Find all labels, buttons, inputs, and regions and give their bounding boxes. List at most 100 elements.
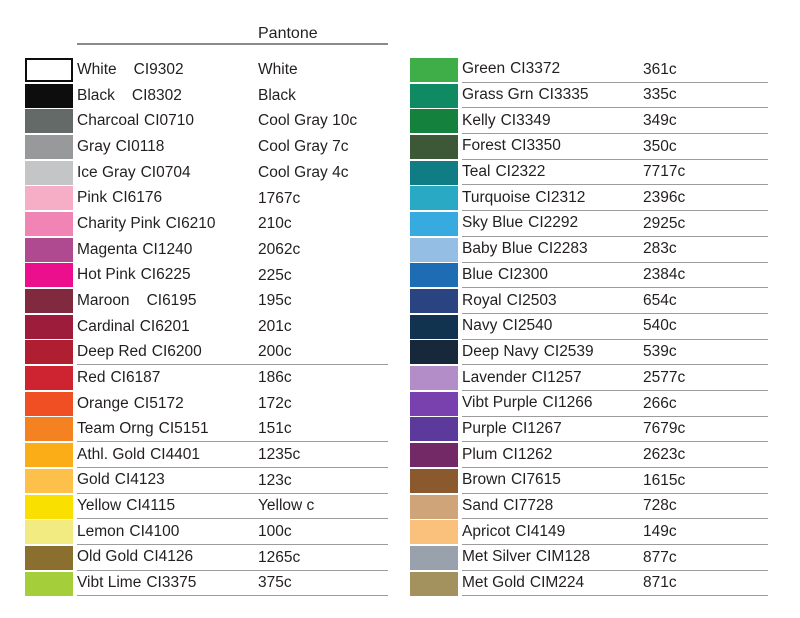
pantone-value: 728c [643, 497, 677, 515]
color-row-text: Turquoise CI2312 2396c [462, 185, 768, 212]
pantone-value: 654c [643, 291, 677, 309]
color-row: Blue CI2300 2384c [410, 263, 768, 289]
color-swatch [410, 571, 458, 596]
color-row: Green CI3372 361c [410, 57, 768, 83]
color-swatch [410, 211, 458, 236]
pantone-value: 871c [643, 574, 677, 592]
color-row: Lavender CI1257 2577c [410, 365, 768, 391]
color-name: Kelly [462, 111, 496, 129]
color-row-text: Grass Grn CI3335 335c [462, 83, 768, 109]
color-swatch [410, 494, 458, 519]
color-name-code: Plum CI1262 [462, 446, 643, 464]
color-ci-code: CI2283 [537, 240, 588, 258]
color-swatch [25, 417, 73, 442]
pantone-header-row: Pantone [25, 22, 388, 45]
color-name: Purple [462, 419, 507, 437]
color-row-text: Vibt Lime CI3375 375c [77, 571, 388, 597]
color-name-code: Team Orng CI5151 [77, 420, 258, 438]
color-swatch [25, 468, 73, 493]
color-swatch [25, 211, 73, 236]
color-swatch [25, 314, 73, 339]
color-row-text: Deep Navy CI2539 539c [462, 340, 768, 366]
color-row: Purple CI1267 7679c [410, 417, 768, 443]
color-ci-code: CI6195 [146, 292, 197, 310]
color-row: White CI9302 White [25, 57, 388, 83]
color-row-text: Met Gold CIM224 871c [462, 571, 768, 597]
color-row-text: Forest CI3350 350c [462, 134, 768, 160]
color-swatch [410, 340, 458, 365]
color-ci-code: CI2503 [506, 291, 557, 309]
color-row-text: Lemon CI4100 100c [77, 519, 388, 546]
color-ci-code: CI1267 [511, 419, 562, 437]
color-row-text: Green CI3372 361c [462, 57, 768, 83]
color-ci-code: CI2539 [543, 342, 594, 360]
color-row-text: Apricot CI4149 149c [462, 519, 768, 546]
pantone-value: Yellow c [258, 497, 315, 515]
color-ci-code: CI7728 [503, 497, 554, 515]
color-name: Magenta [77, 240, 138, 258]
color-ci-code: CI2292 [528, 214, 579, 232]
color-ci-code: CI0710 [144, 112, 195, 130]
color-swatch [25, 134, 73, 159]
pantone-value: Cool Gray 7c [258, 138, 349, 156]
color-ci-code: CI4100 [129, 522, 180, 540]
color-name: Team Orng [77, 419, 154, 437]
color-ci-code: CI6210 [165, 214, 216, 232]
color-row: Cardinal CI6201 201c [25, 314, 388, 340]
color-ci-code: CI6200 [151, 342, 202, 360]
pantone-value: 877c [643, 548, 677, 566]
color-name: Maroon [77, 292, 130, 310]
color-ci-code: CI8302 [131, 86, 182, 104]
color-row-text: Lavender CI1257 2577c [462, 365, 768, 391]
color-row-text: Charity Pink CI6210 210c [77, 211, 388, 237]
pantone-value: 350c [643, 137, 677, 155]
color-name: Vibt Purple [462, 394, 538, 412]
pantone-value: 540c [643, 317, 677, 335]
color-name: White [77, 60, 117, 78]
color-ci-code: CIM224 [529, 574, 585, 592]
color-row: Yellow CI4115 Yellow c [25, 494, 388, 520]
color-name: Green [462, 60, 506, 78]
color-swatch [25, 366, 73, 391]
color-name-code: Purple CI1267 [462, 420, 643, 438]
color-name: Deep Red [77, 342, 147, 360]
color-ci-code: CI3350 [510, 137, 561, 155]
color-swatch [410, 391, 458, 416]
pantone-value: 225c [258, 266, 292, 284]
color-name-code: Sand CI7728 [462, 497, 643, 515]
color-ci-code: CI2322 [495, 163, 546, 181]
pantone-value: 123c [258, 471, 292, 489]
pantone-value: 266c [643, 394, 677, 412]
pantone-value: 539c [643, 343, 677, 361]
pantone-value: 200c [258, 343, 292, 361]
color-row: Maroon CI6195 195c [25, 288, 388, 314]
color-name-code: Baby Blue CI2283 [462, 240, 643, 258]
pantone-value: 361c [643, 60, 677, 78]
color-name: Hot Pink [77, 266, 136, 284]
color-row: Gold CI4123 123c [25, 468, 388, 494]
color-row-text: Sky Blue CI2292 2925c [462, 211, 768, 237]
color-swatch [410, 468, 458, 493]
color-name-code: Deep Red CI6200 [77, 343, 258, 361]
color-row-text: Black CI8302 Black [77, 83, 388, 109]
color-name: Grass Grn [462, 86, 534, 104]
color-swatch [25, 57, 73, 82]
color-name-code: Blue CI2300 [462, 266, 643, 284]
color-name-code: Navy CI2540 [462, 317, 643, 335]
color-swatch [410, 57, 458, 82]
color-swatch [25, 160, 73, 185]
color-row: Pink CI6176 1767c [25, 185, 388, 211]
color-name: Red [77, 369, 106, 387]
color-row: Hot Pink CI6225 225c [25, 263, 388, 289]
color-name: Vibt Lime [77, 574, 142, 592]
pantone-value: 149c [643, 522, 677, 540]
color-row-text: Kelly CI3349 349c [462, 108, 768, 135]
color-row-text: Yellow CI4115 Yellow c [77, 494, 388, 520]
color-name: Met Gold [462, 574, 525, 592]
color-swatch [25, 571, 73, 596]
pantone-value: 2384c [643, 266, 686, 284]
color-swatch [410, 109, 458, 134]
pantone-value: 2062c [258, 240, 301, 258]
color-name-code: Grass Grn CI3335 [462, 86, 643, 104]
